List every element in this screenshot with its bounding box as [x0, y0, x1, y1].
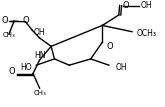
Text: O: O: [1, 16, 8, 25]
Text: HN: HN: [34, 51, 45, 60]
Text: CH₃: CH₃: [3, 32, 16, 38]
Text: OH: OH: [34, 28, 45, 37]
Text: HO: HO: [21, 63, 32, 72]
Text: OCH₃: OCH₃: [137, 29, 157, 38]
Text: CH₃: CH₃: [33, 90, 46, 96]
Text: O: O: [123, 1, 130, 10]
Text: O: O: [8, 67, 15, 76]
Text: O: O: [106, 42, 113, 51]
Text: O: O: [22, 16, 29, 25]
Text: OH: OH: [140, 1, 152, 10]
Text: OH: OH: [115, 63, 127, 72]
